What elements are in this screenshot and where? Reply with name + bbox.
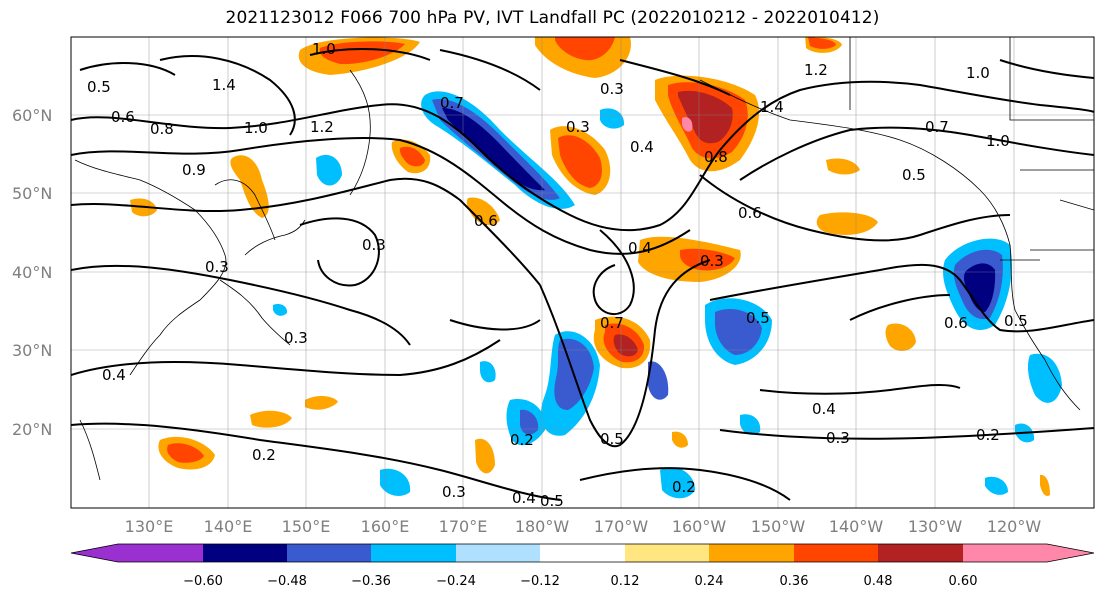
colorbar-tick-label: 0.24 (695, 574, 724, 589)
colorbar-cell (203, 544, 287, 562)
lon-label: 140°W (829, 517, 884, 536)
lat-label: 60°N (12, 106, 52, 125)
colorbar-cell (456, 544, 540, 562)
contour-label: 1.4 (760, 98, 784, 116)
contour-label: 0.8 (704, 148, 728, 166)
lon-label: 150°E (282, 517, 331, 536)
shading-layer (130, 37, 1062, 499)
colorbar-cell (963, 544, 1047, 562)
contour-label: 0.4 (630, 138, 654, 156)
contour-label: 1.0 (966, 64, 990, 82)
colorbar-high-extension (1047, 544, 1094, 562)
contour-label: 0.5 (1004, 312, 1028, 330)
latitude-labels: 60°N 50°N 40°N 30°N 20°N (12, 106, 52, 439)
colorbar-low-extension (71, 544, 118, 562)
colorbar-frame (70, 543, 1095, 563)
contour-labels: 1.0 0.5 0.6 0.8 1.4 1.0 1.2 0.9 0.3 0.4 … (87, 40, 1028, 510)
lon-label: 180°W (515, 517, 570, 536)
contour-label: 0.6 (111, 108, 135, 126)
lon-label: 170°E (439, 517, 488, 536)
colorbar-tick-label: −0.36 (351, 574, 391, 589)
contour-label: 0.3 (826, 429, 850, 447)
contour-label: 0.5 (87, 78, 111, 96)
contour-label: 1.4 (212, 76, 236, 94)
lon-label: 150°W (751, 517, 806, 536)
colorbar-tick-label: −0.12 (520, 574, 560, 589)
colorbar-cell (709, 544, 794, 562)
colorbar-tick-label: −0.48 (267, 574, 307, 589)
contour-label: 1.2 (310, 118, 334, 136)
longitude-labels: 130°E 140°E 150°E 160°E 170°E 180°W 170°… (125, 517, 1042, 536)
contour-label: 0.3 (205, 258, 229, 276)
colorbar-cell (540, 544, 625, 562)
contour-label: 0.3 (700, 252, 724, 270)
contour-label: 0.4 (812, 400, 836, 418)
lon-label: 160°W (672, 517, 727, 536)
contour-label: 0.2 (672, 478, 696, 496)
colorbar-tick-label: −0.24 (436, 574, 476, 589)
contour-label: 0.6 (944, 314, 968, 332)
contour-label: 1.0 (244, 119, 268, 137)
lat-label: 40°N (12, 263, 52, 282)
lon-label: 160°E (361, 517, 410, 536)
colorbar-tick-label: 0.12 (611, 574, 640, 589)
contour-label: 0.5 (600, 430, 624, 448)
colorbar-cell (794, 544, 878, 562)
contour-label: 0.9 (182, 161, 206, 179)
contour-label: 0.2 (976, 426, 1000, 444)
colorbar-tick-label: 0.48 (864, 574, 893, 589)
contour-label: 0.4 (102, 366, 126, 384)
contour-label: 0.4 (628, 239, 652, 257)
colorbar-tick-label: 0.60 (949, 574, 978, 589)
contour-label: 0.7 (600, 314, 624, 332)
contour-label: 0.7 (925, 118, 949, 136)
contour-label: 0.2 (252, 446, 276, 464)
colorbar-cell (625, 544, 709, 562)
contour-label: 0.2 (510, 431, 534, 449)
colorbar-cell (118, 544, 203, 562)
lon-label: 170°W (594, 517, 649, 536)
colorbar-cell (287, 544, 371, 562)
contour-label: 0.8 (150, 120, 174, 138)
lon-label: 120°W (987, 517, 1042, 536)
colorbar-cell (371, 544, 456, 562)
colorbar-tick-label: −0.60 (183, 574, 223, 589)
colorbar-tick-label: 0.36 (780, 574, 809, 589)
contour-label: 0.3 (600, 80, 624, 98)
contour-label: 1.2 (804, 61, 828, 79)
contour-label: 0.3 (284, 329, 308, 347)
colorbar-cells (118, 544, 1047, 562)
contour-label: 0.6 (474, 212, 498, 230)
contour-label: 0.6 (738, 204, 762, 222)
contour-label: 0.5 (902, 166, 926, 184)
lon-label: 140°E (204, 517, 253, 536)
map-panel: 1.0 0.5 0.6 0.8 1.4 1.0 1.2 0.9 0.3 0.4 … (70, 36, 1095, 510)
lon-label: 130°E (125, 517, 174, 536)
contour-label: 0.3 (566, 118, 590, 136)
contour-label: 0.5 (746, 309, 770, 327)
colorbar-cell (878, 544, 963, 562)
contour-label: 0.4 (512, 489, 536, 507)
lat-label: 20°N (12, 420, 52, 439)
contour-label: 0.5 (540, 492, 564, 510)
map-title: 2021123012 F066 700 hPa PV, IVT Landfall… (225, 8, 880, 28)
lat-label: 30°N (12, 341, 52, 360)
contour-label: 0.3 (442, 483, 466, 501)
contour-label: 1.0 (986, 132, 1010, 150)
contour-label: 0.3 (362, 236, 386, 254)
lat-label: 50°N (12, 184, 52, 203)
map-frame (70, 36, 1095, 509)
colorbar-ticks: −0.60 −0.48 −0.36 −0.24 −0.12 0.12 0.24 … (183, 574, 977, 589)
contour-label: 1.0 (312, 40, 336, 58)
colorbar: −0.60 −0.48 −0.36 −0.24 −0.12 0.12 0.24 … (70, 543, 1095, 589)
pv-contours (71, 47, 1094, 501)
lon-label: 130°W (908, 517, 963, 536)
contour-label: 0.7 (440, 94, 464, 112)
